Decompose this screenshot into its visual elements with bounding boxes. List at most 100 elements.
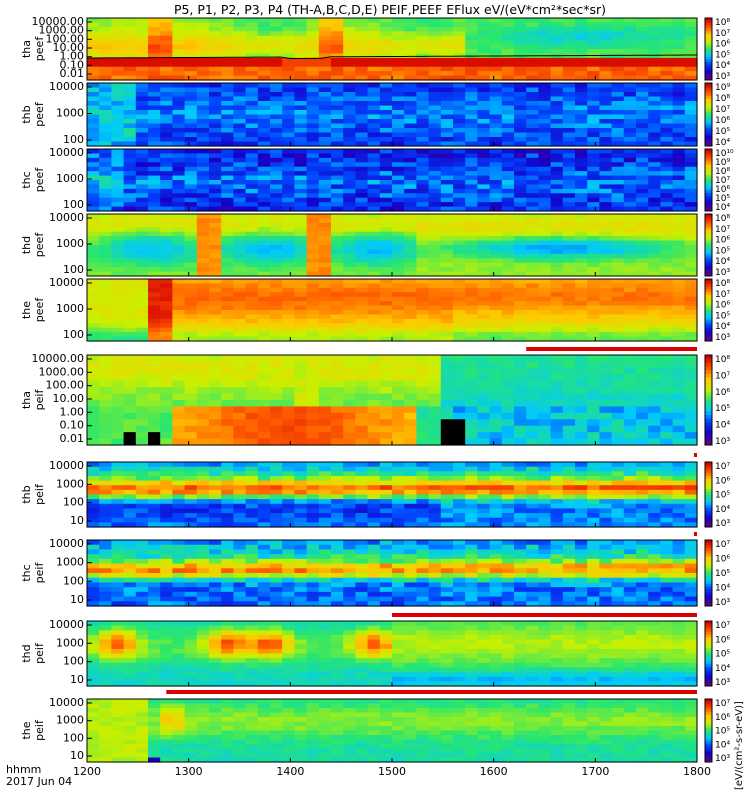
spectrogram-cell [489, 31, 503, 37]
spectrogram-cell [660, 323, 674, 329]
spectrogram-cell [257, 323, 271, 329]
spectrogram-cell [160, 22, 173, 28]
spectrogram-cell [282, 188, 295, 194]
spectrogram-cell [221, 62, 234, 68]
spectrogram-cell [367, 412, 381, 420]
spectrogram-cell [257, 22, 271, 28]
spectrogram-cell [672, 227, 686, 233]
spectrogram-cell [355, 336, 369, 342]
spectrogram-cell [599, 296, 613, 302]
spectrogram-cell [221, 49, 234, 55]
spectrogram-cell [550, 425, 564, 433]
spectrogram-cell [538, 361, 552, 369]
spectrogram-cell [587, 314, 600, 320]
spectrogram-cell [99, 166, 112, 172]
spectrogram-cell [99, 336, 112, 342]
spectrogram-cell [550, 387, 564, 395]
spectrogram-cell [160, 206, 173, 212]
spectrogram-cell [135, 249, 149, 255]
spectrogram-cell [245, 296, 259, 302]
spectrogram-cell [209, 114, 222, 120]
spectrogram-cell [172, 66, 186, 72]
spectrogram-cell [257, 35, 271, 41]
spectrogram-cell [355, 355, 369, 363]
spectrogram-cell [123, 149, 137, 155]
spectrogram-cell [294, 513, 308, 519]
spectrogram-cell [343, 462, 356, 468]
spectrogram-cell [672, 180, 686, 186]
spectrogram-cell [294, 508, 308, 514]
spectrogram-cell [367, 480, 381, 486]
spectrogram-cell [501, 96, 515, 102]
spectrogram-cell [684, 240, 698, 246]
spectrogram-cell [87, 287, 100, 293]
spectrogram-cell [672, 137, 686, 143]
spectrogram-cell [416, 166, 430, 172]
spectrogram-cell [477, 296, 491, 302]
spectrogram-cell [611, 83, 625, 89]
spectrogram-cell [672, 35, 686, 41]
spectrogram-cell [562, 287, 576, 293]
spectrogram-cell [196, 240, 210, 246]
spectrogram-cell [660, 62, 674, 68]
spectrogram-cell [172, 231, 186, 237]
spectrogram-cell [428, 128, 442, 134]
spectrogram-cell [196, 249, 210, 255]
spectrogram-cell [404, 466, 417, 472]
spectrogram-cell [550, 438, 564, 446]
spectrogram-cell [611, 393, 625, 401]
spectrogram-cell [257, 517, 271, 523]
spectrogram-cell [233, 522, 247, 528]
spectrogram-cell [99, 475, 112, 482]
spectrogram-cell [123, 393, 137, 401]
spectrogram-cell [379, 292, 393, 298]
spectrogram-cell [465, 499, 478, 505]
spectrogram-cell [514, 380, 527, 388]
spectrogram-cell [526, 245, 539, 251]
spectrogram-cell [526, 332, 539, 338]
spectrogram-cell [636, 128, 649, 134]
spectrogram-cell [306, 485, 320, 491]
spectrogram-cell [453, 271, 466, 277]
spectrogram-cell [392, 202, 405, 208]
spectrogram-cell [111, 184, 125, 190]
spectrogram-cell [343, 202, 356, 208]
spectrogram-cell [379, 249, 393, 255]
spectrogram-cell [660, 283, 674, 289]
spectrogram-cell [648, 240, 661, 246]
spectrogram-cell [587, 75, 600, 81]
spectrogram-cell [196, 40, 210, 46]
spectrogram-cell [538, 101, 552, 107]
spectrogram-cell [562, 175, 576, 181]
spectrogram-cell [331, 101, 344, 107]
spectrogram-cell [538, 197, 552, 203]
spectrogram-cell [99, 332, 112, 338]
spectrogram-cell [148, 503, 161, 510]
spectrogram-cell [440, 218, 454, 224]
spectrogram-cell [99, 83, 112, 89]
spectrogram-cell [538, 218, 552, 224]
spectrogram-cell [575, 406, 588, 414]
spectrogram-cell [440, 149, 454, 155]
spectrogram-cell [123, 513, 137, 519]
spectrogram-cell [465, 387, 478, 395]
spectrogram-cell [343, 87, 356, 93]
spectrogram-cell [172, 35, 186, 41]
spectrogram-cell [196, 425, 210, 433]
spectrogram-cell [87, 227, 100, 233]
spectrogram-cell [294, 475, 308, 482]
spectrogram-cell [526, 231, 539, 237]
spectrogram-cell [331, 18, 344, 24]
spectrogram-cell [599, 35, 613, 41]
spectrogram-cell [428, 380, 442, 388]
spectrogram-cell [87, 26, 100, 32]
spectrogram-cell [306, 206, 320, 212]
spectrogram-cell [501, 149, 515, 155]
spectrogram-cell [294, 323, 308, 329]
spectrogram-cell [501, 128, 515, 134]
spectrogram-cell [477, 387, 491, 395]
spectrogram-cell [282, 485, 295, 491]
spectrogram-cell [465, 188, 478, 194]
spectrogram-cell [538, 323, 552, 329]
spectrogram-cell [355, 35, 369, 41]
